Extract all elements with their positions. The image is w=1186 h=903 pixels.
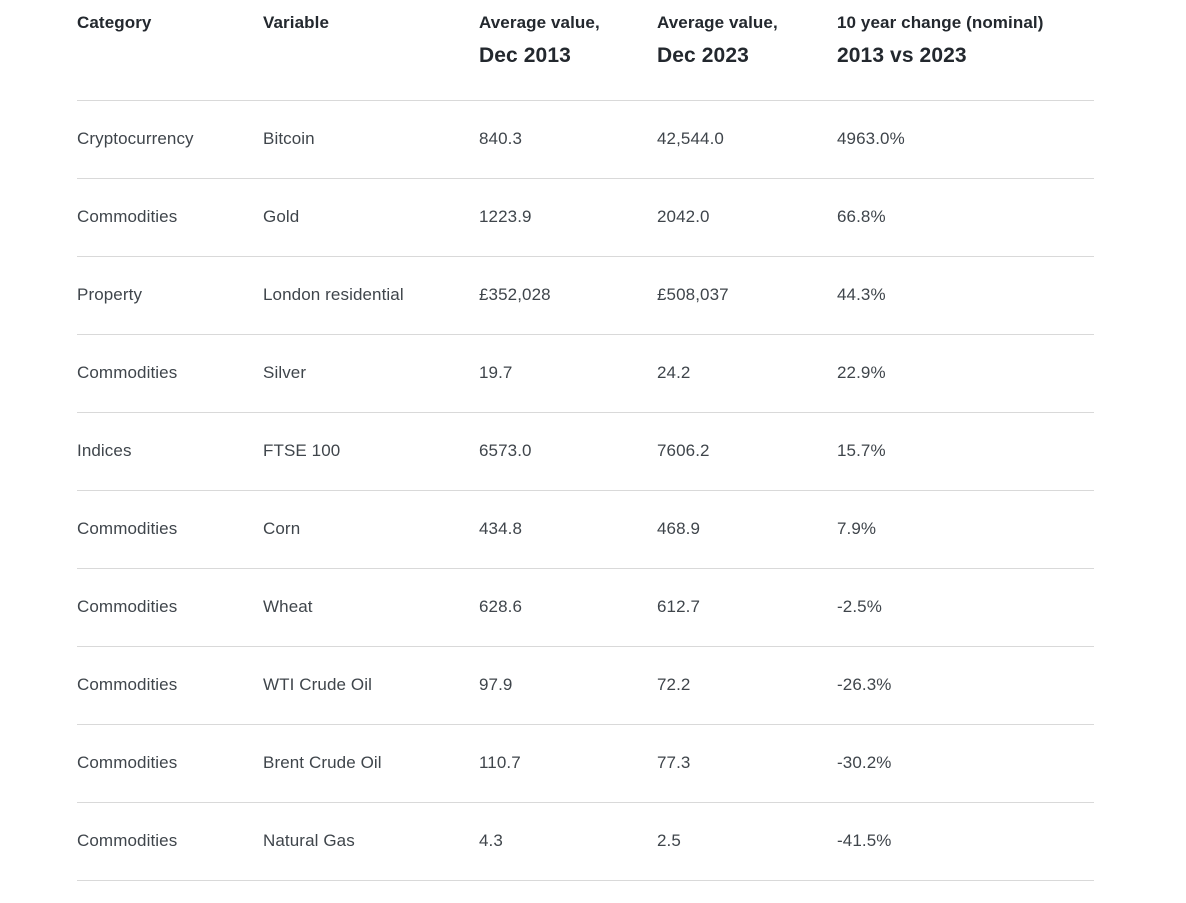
value-2013-cell: 840.3 (479, 100, 657, 179)
variable-cell: Silver (263, 334, 479, 413)
category-cell: Commodities (77, 334, 263, 413)
header-avg-2013-subline: Dec 2013 (479, 44, 571, 68)
header-10yr-change-label: 10 year change (nominal) (837, 13, 1044, 32)
value-2013-cell: 4.3 (479, 802, 657, 881)
table-row: Commodities WTI Crude Oil 97.9 72.2 -26.… (77, 646, 1094, 725)
value-2023-cell: 468.9 (657, 490, 837, 569)
category-cell: Commodities (77, 568, 263, 647)
change-cell: 44.3% (837, 256, 1094, 335)
header-category-label: Category (77, 13, 152, 32)
header-row: Category Variable Average value, Dec 201… (77, 0, 1094, 101)
change-cell: -30.2% (837, 724, 1094, 803)
table-row: Commodities Gold 1223.9 2042.0 66.8% (77, 178, 1094, 257)
category-cell: Indices (77, 412, 263, 491)
column-header-avg-2013: Average value, Dec 2013 (479, 0, 657, 101)
header-avg-2023-subline: Dec 2023 (657, 44, 749, 68)
category-cell: Commodities (77, 802, 263, 881)
table-row: Commodities Wheat 628.6 612.7 -2.5% (77, 568, 1094, 647)
column-header-10yr-change: 10 year change (nominal) 2013 vs 2023 (837, 0, 1094, 101)
change-cell: -26.3% (837, 646, 1094, 725)
table-header: Category Variable Average value, Dec 201… (77, 0, 1094, 101)
change-cell: 66.8% (837, 178, 1094, 257)
table-row: Commodities Silver 19.7 24.2 22.9% (77, 334, 1094, 413)
value-2023-cell: 72.2 (657, 646, 837, 725)
change-cell: 7.9% (837, 490, 1094, 569)
asset-performance-table: Category Variable Average value, Dec 201… (77, 0, 1094, 881)
category-cell: Cryptocurrency (77, 100, 263, 179)
variable-cell: London residential (263, 256, 479, 335)
category-cell: Commodities (77, 178, 263, 257)
value-2023-cell: 612.7 (657, 568, 837, 647)
change-cell: 22.9% (837, 334, 1094, 413)
variable-cell: Wheat (263, 568, 479, 647)
header-avg-2013-label: Average value, (479, 13, 600, 32)
value-2023-cell: 2042.0 (657, 178, 837, 257)
value-2023-cell: 42,544.0 (657, 100, 837, 179)
category-cell: Property (77, 256, 263, 335)
variable-cell: Brent Crude Oil (263, 724, 479, 803)
table-row: Commodities Natural Gas 4.3 2.5 -41.5% (77, 802, 1094, 881)
change-cell: -41.5% (837, 802, 1094, 881)
change-cell: -2.5% (837, 568, 1094, 647)
change-cell: 4963.0% (837, 100, 1094, 179)
header-avg-2023-label: Average value, (657, 13, 778, 32)
page: Category Variable Average value, Dec 201… (77, 0, 1094, 881)
table-row: Property London residential £352,028 £50… (77, 256, 1094, 335)
variable-cell: Corn (263, 490, 479, 569)
value-2013-cell: 19.7 (479, 334, 657, 413)
value-2023-cell: 77.3 (657, 724, 837, 803)
value-2023-cell: £508,037 (657, 256, 837, 335)
value-2013-cell: 6573.0 (479, 412, 657, 491)
column-header-avg-2023: Average value, Dec 2023 (657, 0, 837, 101)
table-row: Indices FTSE 100 6573.0 7606.2 15.7% (77, 412, 1094, 491)
table-body: Cryptocurrency Bitcoin 840.3 42,544.0 49… (77, 100, 1094, 881)
category-cell: Commodities (77, 724, 263, 803)
table-row: Commodities Corn 434.8 468.9 7.9% (77, 490, 1094, 569)
variable-cell: Natural Gas (263, 802, 479, 881)
header-variable-label: Variable (263, 13, 330, 32)
value-2023-cell: 24.2 (657, 334, 837, 413)
category-cell: Commodities (77, 646, 263, 725)
value-2013-cell: 1223.9 (479, 178, 657, 257)
variable-cell: Gold (263, 178, 479, 257)
variable-cell: WTI Crude Oil (263, 646, 479, 725)
value-2013-cell: 434.8 (479, 490, 657, 569)
value-2013-cell: 110.7 (479, 724, 657, 803)
column-header-category: Category (77, 0, 263, 101)
value-2013-cell: 628.6 (479, 568, 657, 647)
category-cell: Commodities (77, 490, 263, 569)
value-2013-cell: 97.9 (479, 646, 657, 725)
variable-cell: Bitcoin (263, 100, 479, 179)
value-2023-cell: 2.5 (657, 802, 837, 881)
header-10yr-change-subline: 2013 vs 2023 (837, 44, 967, 68)
table-row: Commodities Brent Crude Oil 110.7 77.3 -… (77, 724, 1094, 803)
column-header-variable: Variable (263, 0, 479, 101)
change-cell: 15.7% (837, 412, 1094, 491)
value-2013-cell: £352,028 (479, 256, 657, 335)
variable-cell: FTSE 100 (263, 412, 479, 491)
table-row: Cryptocurrency Bitcoin 840.3 42,544.0 49… (77, 100, 1094, 179)
value-2023-cell: 7606.2 (657, 412, 837, 491)
